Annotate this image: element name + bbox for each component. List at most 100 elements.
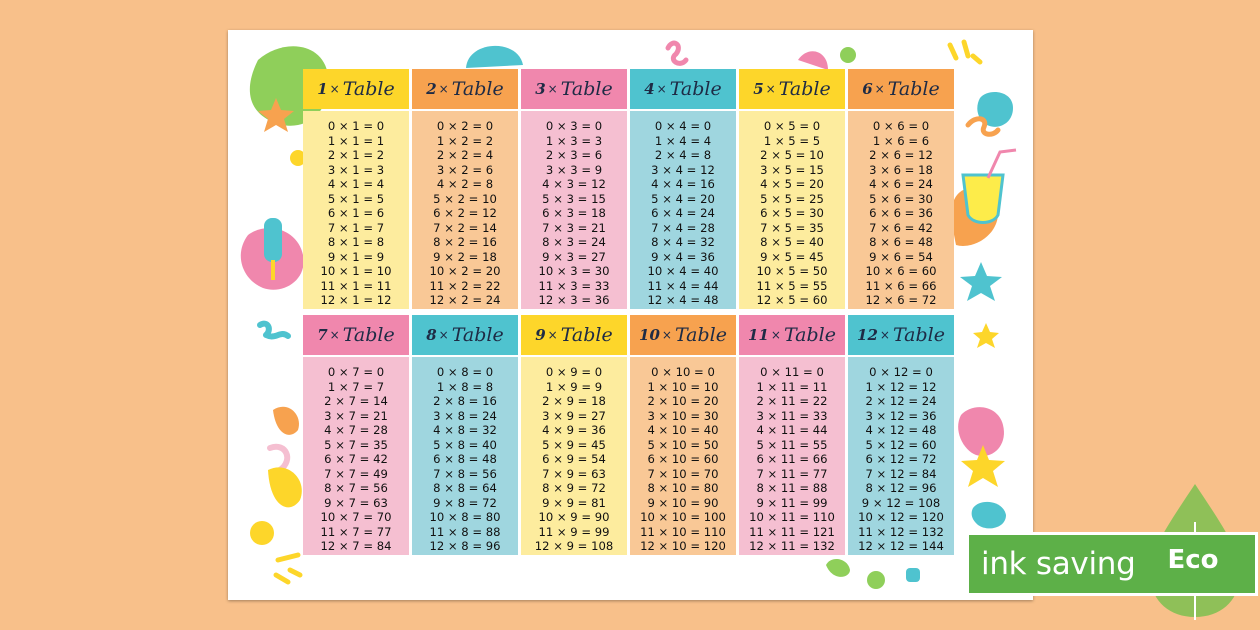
times-sign: × <box>438 328 449 342</box>
table-row: 2 × 10 = 20 <box>647 394 719 408</box>
table-row: 2 × 11 = 22 <box>756 394 828 408</box>
table-row: 2 × 2 = 4 <box>436 148 494 162</box>
table-row: 11 × 11 = 121 <box>749 524 835 539</box>
table-row: 7 × 9 = 63 <box>542 466 606 481</box>
table-row: 9 × 5 = 45 <box>760 249 824 264</box>
table-row: 8 × 3 = 24 <box>542 235 606 249</box>
table-row: 3 × 6 = 18 <box>869 162 933 177</box>
table-row: 8 × 1 = 8 <box>327 235 385 249</box>
table-row: 9 × 1 = 9 <box>327 249 385 264</box>
table-row: 10 × 9 = 90 <box>538 510 610 524</box>
table-row: 5 × 4 = 20 <box>651 191 715 206</box>
table-label: Table <box>783 324 836 346</box>
table-row: 12 × 7 = 84 <box>320 539 392 553</box>
table-label: Table <box>669 78 722 100</box>
table-header: 6 × Table <box>848 69 954 109</box>
table-header: 8 × Table <box>412 315 518 355</box>
table-row: 6 × 11 = 66 <box>756 452 828 466</box>
times-sign: × <box>765 82 776 96</box>
table-header: 7 × Table <box>303 315 409 355</box>
table-row: 0 × 8 = 0 <box>436 365 494 379</box>
table-row: 3 × 7 = 21 <box>324 408 388 423</box>
table-number: 9 <box>535 326 546 344</box>
ink-saving-label: ink saving <box>981 546 1136 582</box>
table-row: 1 × 11 = 11 <box>756 379 828 394</box>
table-row: 8 × 7 = 56 <box>324 481 388 495</box>
table-row: 4 × 3 = 12 <box>542 177 606 191</box>
table-row: 7 × 5 = 35 <box>760 220 824 235</box>
table-row: 12 × 10 = 120 <box>640 539 726 553</box>
drink-icon <box>961 173 1005 224</box>
table-row: 7 × 10 = 70 <box>647 466 719 481</box>
table-row: 12 × 6 = 72 <box>865 293 937 307</box>
table-header: 10 × Table <box>630 315 736 355</box>
table-label: Table <box>451 324 504 346</box>
star-icon <box>258 98 294 132</box>
table-row: 5 × 5 = 25 <box>760 191 824 206</box>
table-label: Table <box>887 78 940 100</box>
table-row: 9 × 10 = 90 <box>647 495 719 510</box>
table-row: 2 × 7 = 14 <box>324 394 388 408</box>
table-row: 5 × 6 = 30 <box>869 191 933 206</box>
table-row: 8 × 6 = 48 <box>869 235 933 249</box>
table-row: 11 × 5 = 55 <box>756 278 828 293</box>
table-row: 3 × 4 = 12 <box>651 162 715 177</box>
table-row: 4 × 12 = 48 <box>865 423 937 437</box>
table-row: 11 × 3 = 33 <box>538 278 610 293</box>
table-row: 9 × 12 = 108 <box>861 495 941 510</box>
table-row: 2 × 6 = 12 <box>869 148 933 162</box>
table-label: Table <box>342 78 395 100</box>
table-label: Table <box>892 324 945 346</box>
table-row: 11 × 2 = 22 <box>429 278 501 293</box>
table-row: 0 × 1 = 0 <box>327 119 385 133</box>
table-row: 12 × 11 = 132 <box>749 539 835 553</box>
table-row: 10 × 2 = 20 <box>429 264 501 278</box>
table-row: 8 × 4 = 32 <box>651 235 715 249</box>
table-number: 6 <box>862 80 873 98</box>
table-label: Table <box>560 78 613 100</box>
table-row: 11 × 6 = 66 <box>865 278 937 293</box>
table-row: 1 × 2 = 2 <box>436 133 494 148</box>
table-row: 4 × 5 = 20 <box>760 177 824 191</box>
table-number: 1 <box>317 80 328 98</box>
table-row: 8 × 12 = 96 <box>865 481 937 495</box>
times-sign: × <box>661 328 672 342</box>
table-row: 6 × 9 = 54 <box>542 452 606 466</box>
table-number: 7 <box>317 326 328 344</box>
star-icon <box>960 262 1002 301</box>
table-row: 0 × 11 = 0 <box>760 365 824 379</box>
table-row: 0 × 5 = 0 <box>763 119 821 133</box>
table-row: 12 × 5 = 60 <box>756 293 828 307</box>
table-row: 2 × 8 = 16 <box>433 394 497 408</box>
table-row: 3 × 1 = 3 <box>327 162 385 177</box>
table-row: 5 × 8 = 40 <box>433 437 497 452</box>
table-row: 10 × 12 = 120 <box>858 510 944 524</box>
table-row: 6 × 12 = 72 <box>865 452 937 466</box>
table-row: 10 × 3 = 30 <box>538 264 610 278</box>
table-row: 6 × 2 = 12 <box>433 206 497 220</box>
table-row: 5 × 1 = 5 <box>327 191 385 206</box>
table-row: 9 × 8 = 72 <box>433 495 497 510</box>
table-row: 10 × 8 = 80 <box>429 510 501 524</box>
table-row: 7 × 12 = 84 <box>865 466 937 481</box>
table-row: 6 × 8 = 48 <box>433 452 497 466</box>
table-row: 3 × 2 = 6 <box>436 162 494 177</box>
table-row: 1 × 3 = 3 <box>545 133 603 148</box>
table-row: 12 × 4 = 48 <box>647 293 719 307</box>
table-header: 4 × Table <box>630 69 736 109</box>
table-row: 0 × 10 = 0 <box>651 365 715 379</box>
table-row: 11 × 7 = 77 <box>320 524 392 539</box>
table-row: 12 × 1 = 12 <box>320 293 392 307</box>
table-row: 6 × 10 = 60 <box>647 452 719 466</box>
table-row: 3 × 10 = 30 <box>647 408 719 423</box>
table-row: 5 × 10 = 50 <box>647 437 719 452</box>
table-number: 10 <box>639 326 660 344</box>
table-row: 7 × 7 = 49 <box>324 466 388 481</box>
table-row: 0 × 2 = 0 <box>436 119 494 133</box>
